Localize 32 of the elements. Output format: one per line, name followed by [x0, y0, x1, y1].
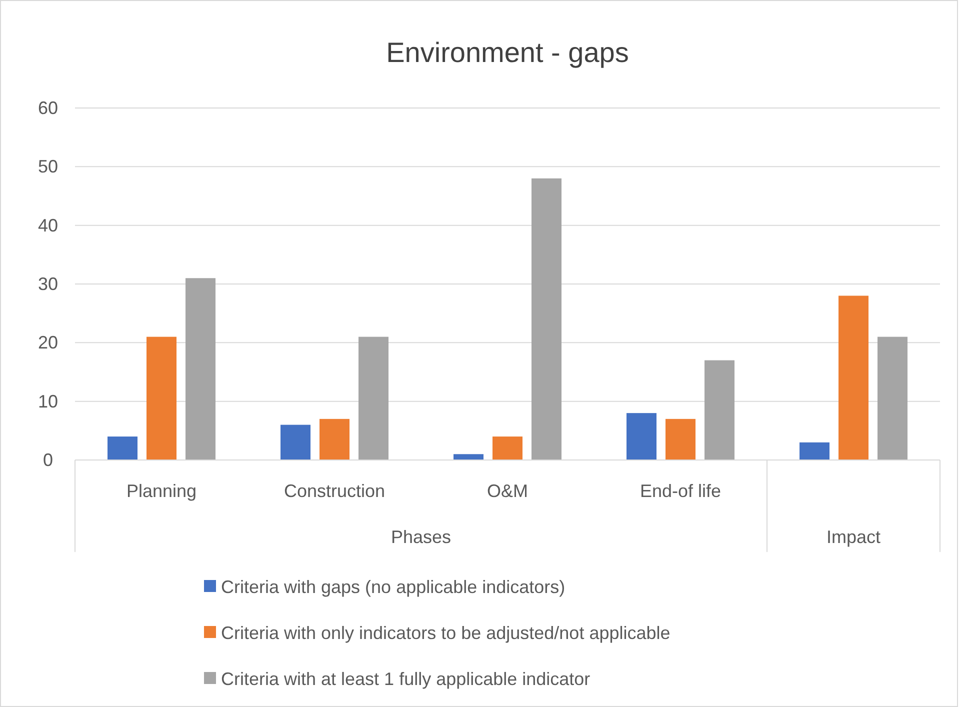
- bar: [186, 278, 216, 460]
- chart-title: Environment - gaps: [386, 37, 629, 68]
- bar: [492, 436, 522, 460]
- bar: [532, 178, 562, 460]
- y-tick-label: 10: [38, 391, 58, 412]
- y-tick-label: 40: [38, 215, 58, 236]
- x-tick-label: O&M: [486, 481, 528, 501]
- x-tick-label: Planning: [126, 481, 197, 501]
- legend-label: Criteria with gaps (no applicable indicators): [221, 577, 566, 597]
- text: Phases: [390, 527, 452, 547]
- bar: [626, 413, 656, 460]
- bar: [704, 360, 734, 460]
- bar: [878, 336, 908, 460]
- y-tick-label: 0: [42, 450, 54, 470]
- y-tick-label: 60: [38, 98, 58, 118]
- bar: [800, 442, 830, 460]
- x-tick-label: Construction: [284, 481, 386, 501]
- legend-label: Criteria with only indicators to be adjusted/not applicable: [221, 623, 670, 643]
- y-tick-label: 30: [38, 274, 58, 294]
- bar: [280, 424, 310, 460]
- y-tick-label: 50: [38, 156, 58, 177]
- bar: [838, 296, 868, 460]
- bar: [358, 336, 388, 460]
- bar: [320, 418, 350, 460]
- legend-label: Criteria with at least 1 fully applicable indicator: [221, 669, 590, 689]
- y-tick-label: 20: [38, 332, 58, 353]
- bar: [666, 418, 696, 460]
- bar: [146, 336, 176, 460]
- x-tick-label: End-of life: [640, 481, 722, 501]
- bar: [454, 454, 484, 460]
- bar: [108, 436, 138, 460]
- text: Impact: [826, 527, 881, 547]
